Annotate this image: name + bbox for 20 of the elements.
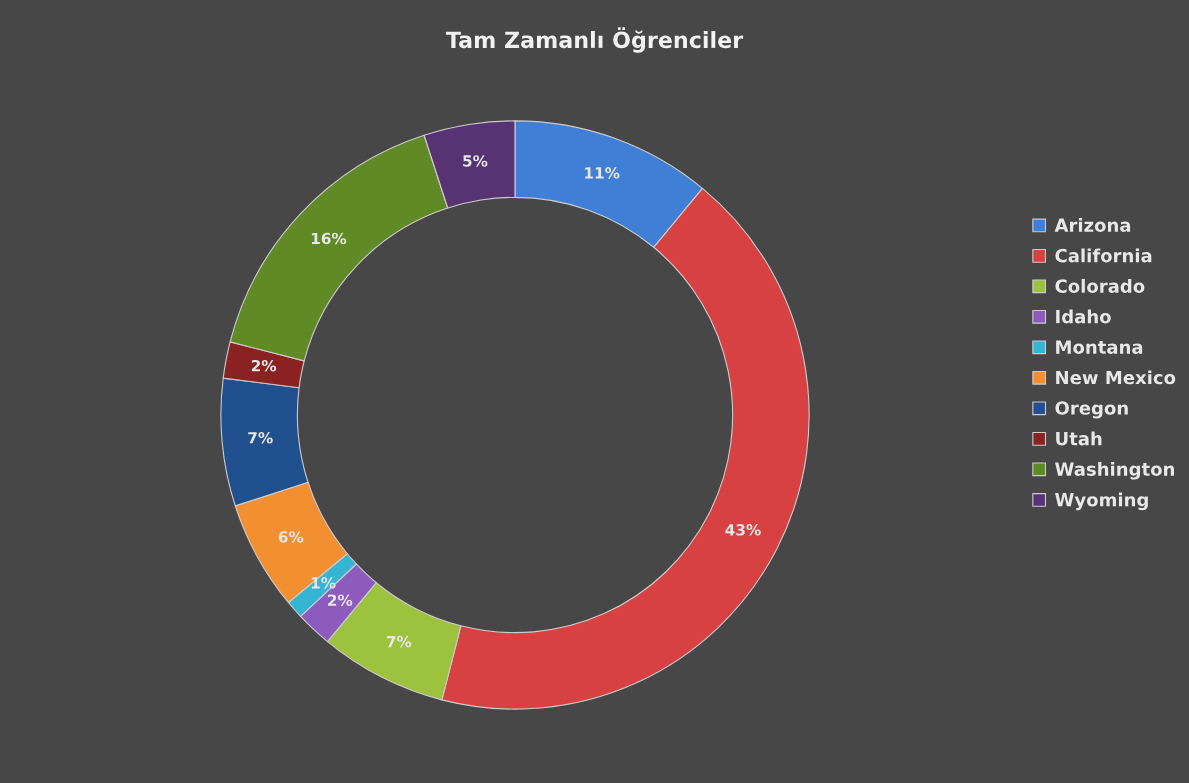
data-label: 11% xyxy=(585,167,620,179)
chart-title: Tam Zamanlı Öğrenciler xyxy=(445,27,744,53)
legend-label: New Mexico xyxy=(1056,370,1176,385)
data-label: 16% xyxy=(311,232,347,245)
data-label: 5% xyxy=(463,155,488,167)
data-label: 2% xyxy=(251,359,277,372)
data-label: 6% xyxy=(278,531,304,543)
legend-label: Wyoming xyxy=(1055,492,1148,511)
legend-label: Washington xyxy=(1055,461,1174,480)
legend-label: Colorado xyxy=(1055,278,1145,293)
legend-label: Montana xyxy=(1056,340,1143,354)
legend-label: Idaho xyxy=(1056,309,1111,324)
data-label: 43% xyxy=(725,524,761,536)
legend-label: Arizona xyxy=(1054,218,1131,232)
data-label: 2% xyxy=(328,594,353,606)
data-label: 7% xyxy=(248,431,273,444)
legend-label: California xyxy=(1055,248,1152,263)
data-label: 7% xyxy=(386,635,412,648)
legend-label: Utah xyxy=(1056,431,1102,446)
legend-label: Oregon xyxy=(1055,401,1128,419)
